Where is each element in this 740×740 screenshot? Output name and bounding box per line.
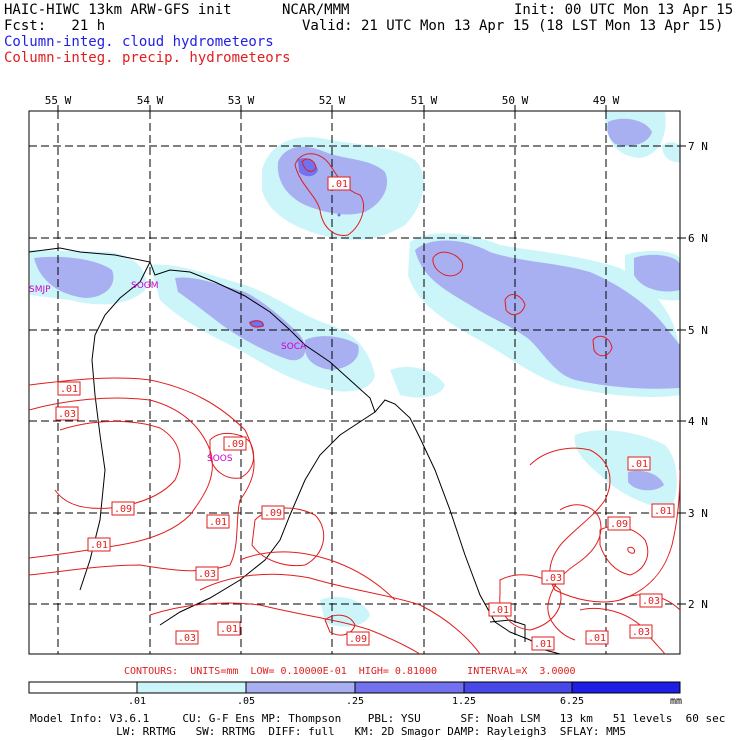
lon-label: 54 W — [137, 94, 164, 107]
colorbar — [28, 681, 681, 694]
lat-label: 5 N — [688, 324, 708, 337]
svg-text:.09: .09 — [349, 634, 367, 645]
stations: SMJP SOGM SOCA SOOS — [29, 281, 307, 464]
svg-text:.01: .01 — [330, 179, 348, 190]
lat-label: 2 N — [688, 598, 708, 611]
contour-label: .03 — [195, 566, 219, 581]
map-frame — [28, 110, 681, 655]
station-label-sogm: SOGM — [131, 281, 159, 291]
svg-text:.01: .01 — [90, 540, 108, 551]
coastline — [29, 247, 561, 654]
svg-text:.01: .01 — [209, 517, 227, 528]
contour-label: .01 — [651, 503, 675, 518]
field-cloud-label: Column-integ. cloud hydrometeors — [4, 34, 274, 50]
lat-labels: 7 N 6 N 5 N 4 N 3 N 2 N — [688, 140, 708, 611]
colorbar-labels: .01 .05 .25 1.25 6.25 mm — [128, 696, 682, 707]
contour-label: .09 — [111, 501, 135, 516]
cloud-shading — [30, 112, 680, 627]
org-label: NCAR/MMM — [282, 2, 350, 18]
lon-label: 55 W — [45, 94, 72, 107]
svg-text:.03: .03 — [544, 573, 562, 584]
colorbar-label: 6.25 — [560, 696, 584, 707]
svg-text:.01: .01 — [220, 624, 238, 635]
precip-contours — [29, 153, 680, 654]
colorbar-label: .05 — [237, 696, 255, 707]
lat-label: 3 N — [688, 507, 708, 520]
contour-label: .01 — [57, 381, 81, 396]
lat-label: 7 N — [688, 140, 708, 153]
lon-label: 49 W — [593, 94, 620, 107]
contour-label: .01 — [327, 176, 351, 191]
contour-label: .09 — [607, 516, 631, 531]
station-label-smjp: SMJP — [29, 285, 51, 295]
frame-ticks — [57, 105, 686, 605]
forecast-hour: Fcst: 21 h — [4, 18, 106, 34]
svg-text:.03: .03 — [198, 569, 216, 580]
svg-text:.03: .03 — [178, 633, 196, 644]
colorbar-label: 1.25 — [452, 696, 476, 707]
contour-label: .09 — [261, 505, 285, 520]
contour-info: CONTOURS: UNITS=mm LOW= 0.10000E-01 HIGH… — [124, 666, 576, 677]
lon-label: 50 W — [502, 94, 529, 107]
station-label-soca: SOCA — [281, 342, 307, 352]
contour-label: .03 — [175, 630, 199, 645]
contour-label: .01 — [488, 602, 512, 617]
lat-label: 6 N — [688, 232, 708, 245]
contour-label: .01 — [585, 630, 609, 645]
contour-label: .03 — [55, 406, 79, 421]
lon-label: 53 W — [228, 94, 255, 107]
colorbar-label: .25 — [346, 696, 364, 707]
contour-label: .09 — [346, 631, 370, 646]
contour-label: .09 — [223, 436, 247, 451]
lon-label: 51 W — [411, 94, 438, 107]
lon-labels: 55 W 54 W 53 W 52 W 51 W 50 W 49 W — [45, 94, 620, 107]
svg-text:.03: .03 — [58, 409, 76, 420]
contour-label: .03 — [639, 593, 663, 608]
contour-label: .03 — [541, 570, 565, 585]
contour-labels: .01 .01 .03 .09 .09 .01 .09 .01 .03 .03 … — [55, 176, 675, 651]
svg-text:.09: .09 — [610, 519, 628, 530]
svg-text:.09: .09 — [114, 504, 132, 515]
svg-text:.01: .01 — [60, 384, 78, 395]
colorbar-unit: mm — [670, 696, 682, 707]
field-precip-label: Column-integ. precip. hydrometeors — [4, 50, 291, 66]
contour-label: .01 — [217, 621, 241, 636]
svg-text:.09: .09 — [226, 439, 244, 450]
station-label-soos: SOOS — [207, 454, 233, 464]
valid-time: Valid: 21 UTC Mon 13 Apr 15 (18 LST Mon … — [302, 18, 724, 34]
init-time: Init: 00 UTC Mon 13 Apr 15 — [514, 2, 734, 18]
model-info-line1: Model Info: V3.6.1 CU: G-F Ens MP: Thomp… — [30, 712, 726, 725]
svg-text:.01: .01 — [630, 459, 648, 470]
svg-text:.03: .03 — [632, 627, 650, 638]
contour-label: .03 — [629, 624, 653, 639]
model-title: HAIC-HIWC 13km ARW-GFS init — [4, 2, 232, 18]
svg-text:.09: .09 — [264, 508, 282, 519]
svg-text:.01: .01 — [654, 506, 672, 517]
contour-label: .01 — [87, 537, 111, 552]
model-info-line2: LW: RRTMG SW: RRTMG DIFF: full KM: 2D Sm… — [30, 725, 627, 738]
lat-label: 4 N — [688, 415, 708, 428]
colorbar-label: .01 — [128, 696, 146, 707]
svg-text:.01: .01 — [491, 605, 509, 616]
contour-label: .01 — [206, 514, 230, 529]
contour-label: .01 — [627, 456, 651, 471]
svg-text:.01: .01 — [534, 639, 552, 650]
contour-label: .01 — [531, 636, 555, 651]
svg-text:.03: .03 — [642, 596, 660, 607]
lon-label: 52 W — [319, 94, 346, 107]
svg-text:.01: .01 — [588, 633, 606, 644]
